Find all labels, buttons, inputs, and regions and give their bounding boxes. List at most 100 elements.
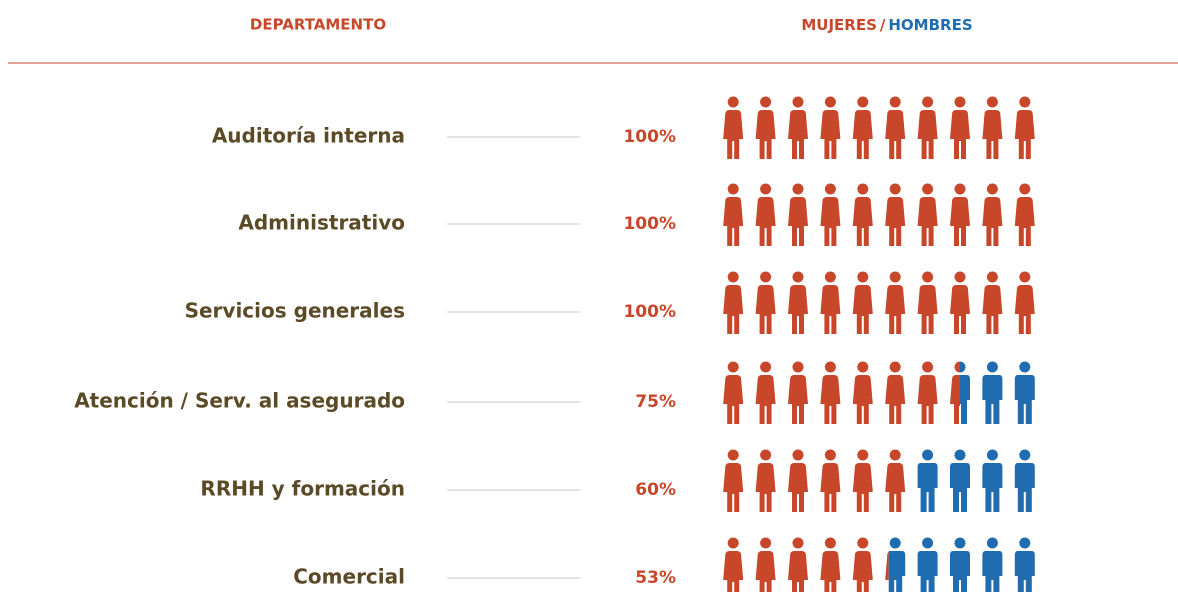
legend-separator: / <box>880 16 886 34</box>
male-icons <box>960 361 1035 424</box>
icon-body <box>723 551 744 592</box>
icon-body <box>1014 285 1035 334</box>
icon-head <box>1019 96 1031 108</box>
icon-body <box>852 463 873 512</box>
icon-body <box>982 551 1003 592</box>
icon-body <box>885 551 889 580</box>
icon-head <box>986 361 998 373</box>
icon-head <box>954 96 966 108</box>
icon-head <box>922 537 934 549</box>
icon-head <box>760 271 772 283</box>
icon-head <box>824 449 836 461</box>
icon-head <box>889 183 901 195</box>
icon-body <box>917 110 938 159</box>
female-icons <box>723 537 889 592</box>
icon-head <box>857 449 869 461</box>
value-label: 53% <box>635 568 676 588</box>
icon-head <box>792 183 804 195</box>
icon-body <box>885 375 906 424</box>
icon-body <box>852 375 873 424</box>
icon-body <box>788 375 808 424</box>
icon-head <box>1019 361 1031 373</box>
icon-head <box>824 271 836 283</box>
legend-entry: HOMBRES <box>888 16 972 34</box>
icon-body <box>723 110 744 159</box>
icon-body <box>788 197 808 246</box>
icon-head <box>857 537 869 549</box>
icon-head <box>1019 271 1031 283</box>
category-label: Comercial <box>293 565 405 589</box>
value-label: 75% <box>635 392 676 412</box>
icon-body <box>820 285 841 334</box>
female-icons <box>723 183 1035 246</box>
icon-body <box>982 197 1003 246</box>
icon-body <box>960 375 970 424</box>
icon-head <box>889 449 901 461</box>
value-label: 100% <box>623 302 676 322</box>
icon-body <box>885 197 906 246</box>
icon-body <box>852 285 873 334</box>
category-label: Auditoría interna <box>212 124 405 148</box>
icon-head <box>824 361 836 373</box>
icon-head <box>760 361 772 373</box>
female-icons <box>723 449 906 512</box>
icon-body <box>950 110 970 159</box>
icon-head <box>922 361 934 373</box>
male-icons <box>917 449 1035 512</box>
icon-body <box>917 285 938 334</box>
icon-head <box>986 449 998 461</box>
icon-body <box>1014 375 1035 424</box>
value-label: 60% <box>635 480 676 500</box>
category-header: DEPARTAMENTO <box>250 16 386 34</box>
icon-head <box>889 96 901 108</box>
icon-body <box>788 110 808 159</box>
icon-body <box>888 551 906 592</box>
female-icons <box>723 361 960 424</box>
icon-head <box>954 361 960 373</box>
icon-body <box>755 551 776 592</box>
icon-head <box>1019 183 1031 195</box>
icon-head <box>857 361 869 373</box>
icon-head <box>954 183 966 195</box>
icon-head <box>922 271 934 283</box>
icon-body <box>788 463 808 512</box>
icon-head <box>889 271 901 283</box>
icon-head <box>792 361 804 373</box>
icon-body <box>1014 110 1035 159</box>
icon-head <box>727 183 739 195</box>
icon-head <box>792 96 804 108</box>
category-label: Atención / Serv. al asegurado <box>74 389 405 413</box>
icon-body <box>982 110 1003 159</box>
icon-head <box>954 271 966 283</box>
icon-head <box>824 537 836 549</box>
legend-entry: MUJERES <box>801 16 877 34</box>
icon-head <box>922 96 934 108</box>
icon-head <box>760 537 772 549</box>
icon-body <box>755 110 776 159</box>
icon-head <box>824 183 836 195</box>
category-label: Servicios generales <box>185 299 405 323</box>
icon-body <box>820 551 841 592</box>
icon-body <box>950 463 970 512</box>
icon-head <box>954 449 966 461</box>
icon-head <box>1019 537 1031 549</box>
icon-body <box>755 285 776 334</box>
icon-head <box>792 537 804 549</box>
icon-head <box>792 271 804 283</box>
icon-body <box>885 110 906 159</box>
male-icons <box>888 537 1035 592</box>
icon-body <box>885 463 906 512</box>
icon-body <box>982 375 1003 424</box>
icon-body <box>755 197 776 246</box>
icon-head <box>824 96 836 108</box>
icon-head <box>760 96 772 108</box>
icon-body <box>885 285 906 334</box>
icon-body <box>820 375 841 424</box>
icon-body <box>820 197 841 246</box>
icon-body <box>723 375 744 424</box>
icon-head <box>954 537 966 549</box>
icon-head <box>889 361 901 373</box>
icon-body <box>982 463 1003 512</box>
icon-head <box>857 183 869 195</box>
